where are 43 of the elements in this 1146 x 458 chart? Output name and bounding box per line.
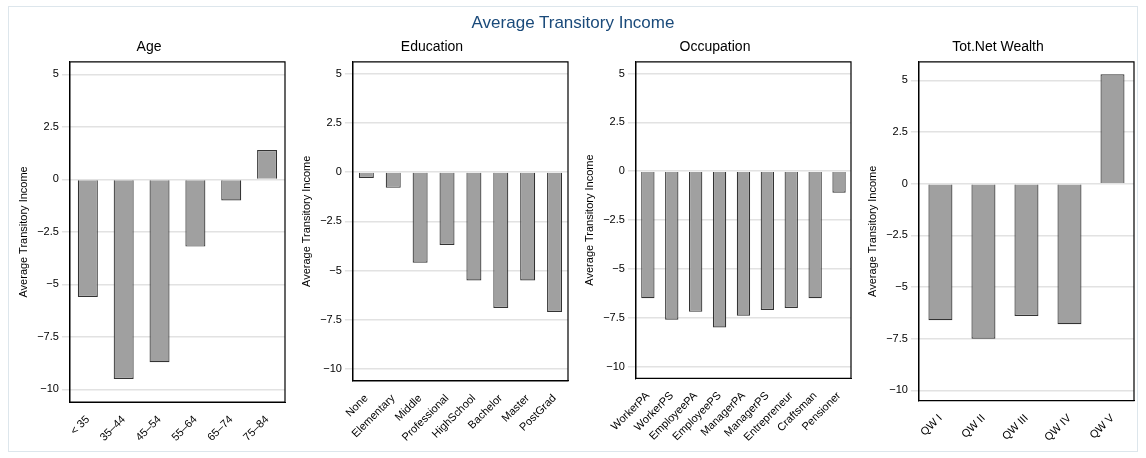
y-tick-label: 0 xyxy=(901,176,908,189)
y-tick-label: 2.5 xyxy=(326,115,342,128)
y-tick-label: −5 xyxy=(612,261,625,274)
y-tick-label: −10 xyxy=(889,383,908,396)
y-tick-label: 2.5 xyxy=(609,115,625,128)
chart-title: Occupation xyxy=(679,38,751,55)
y-tick-label: 5 xyxy=(335,66,342,79)
y-tick-label: −10 xyxy=(606,359,625,372)
x-tick-label: QW IV xyxy=(1041,411,1074,443)
x-tick-label: QW III xyxy=(999,411,1031,443)
y-tick-label: 0 xyxy=(335,165,342,178)
y-tick-label: −7.5 xyxy=(320,312,342,325)
y-tick-label: −2.5 xyxy=(320,214,342,227)
x-tick-label: QW II xyxy=(958,411,987,440)
y-tick-label: −5 xyxy=(895,280,908,293)
x-tick-label: QW I xyxy=(917,411,944,438)
y-tick-label: −7.5 xyxy=(886,331,908,344)
chart-title: Tot.Net Wealth xyxy=(952,38,1044,55)
chart-title: Age xyxy=(136,38,162,55)
y-tick-label: −5 xyxy=(46,277,59,290)
y-axis-title: Average Transitory Income xyxy=(299,155,312,287)
y-tick-label: −10 xyxy=(323,362,342,375)
y-tick-label: 0 xyxy=(52,172,59,185)
y-tick-label: −10 xyxy=(40,382,59,395)
y-tick-label: 5 xyxy=(618,66,625,79)
y-tick-label: 5 xyxy=(901,73,908,86)
y-tick-label: 5 xyxy=(52,67,59,80)
y-tick-label: 2.5 xyxy=(892,125,908,138)
y-tick-label: −2.5 xyxy=(37,224,59,237)
y-axis-title: Average Transitory Income xyxy=(16,166,29,298)
y-axis-title: Average Transitory Income xyxy=(865,165,878,297)
y-tick-label: −7.5 xyxy=(603,310,625,323)
y-tick-label: 0 xyxy=(618,164,625,177)
y-tick-label: −2.5 xyxy=(603,213,625,226)
x-tick-label: QW V xyxy=(1086,411,1117,441)
y-tick-label: −2.5 xyxy=(886,228,908,241)
y-tick-label: −7.5 xyxy=(37,329,59,342)
text: Average Transitory Income xyxy=(470,13,676,33)
y-axis-title: Average Transitory Income xyxy=(582,154,595,286)
x-tick-label: < 35 xyxy=(67,412,92,437)
y-tick-label: −5 xyxy=(329,263,342,276)
y-tick-label: 2.5 xyxy=(43,119,59,132)
chart-title: Education xyxy=(400,38,464,55)
